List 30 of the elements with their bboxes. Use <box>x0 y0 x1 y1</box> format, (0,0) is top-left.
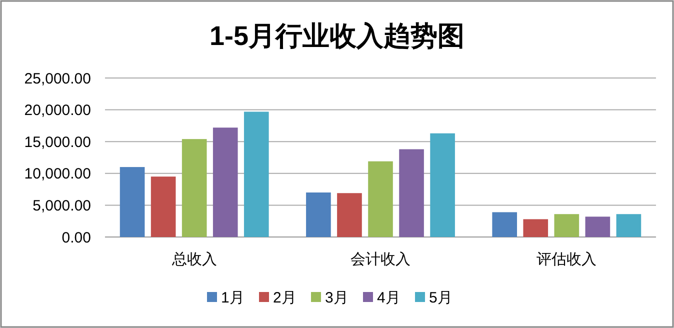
bar <box>244 112 269 237</box>
legend-label: 3月 <box>325 289 348 306</box>
bar <box>306 192 331 237</box>
bar <box>616 214 642 237</box>
y-tick-label: 10,000.00 <box>24 166 91 183</box>
y-tick-label: 20,000.00 <box>24 102 91 120</box>
bar <box>554 214 580 237</box>
chart-title: 1-5月行业收入趋势图 <box>209 21 465 51</box>
x-tick-label: 总收入 <box>170 251 217 268</box>
y-tick-label: 0.00 <box>62 229 91 246</box>
y-tick-label: 15,000.00 <box>24 134 91 151</box>
bar <box>430 133 455 237</box>
bar <box>585 216 610 237</box>
x-tick-label: 会计收入 <box>350 251 410 268</box>
bar <box>212 128 238 237</box>
bar <box>399 149 424 237</box>
y-tick-label: 5,000.00 <box>32 197 91 214</box>
bar <box>150 176 176 237</box>
legend-label: 4月 <box>377 289 400 306</box>
bar <box>120 167 145 237</box>
legend-label: 1月 <box>221 289 244 306</box>
bar <box>492 212 518 237</box>
bar <box>182 139 207 237</box>
x-tick-label: 评估收入 <box>536 251 597 268</box>
bar <box>337 193 362 237</box>
legend-label: 2月 <box>273 289 296 306</box>
bar <box>368 161 393 237</box>
bar <box>523 219 548 237</box>
y-tick-label: 25,000.00 <box>24 70 91 88</box>
legend-label: 5月 <box>429 289 452 306</box>
